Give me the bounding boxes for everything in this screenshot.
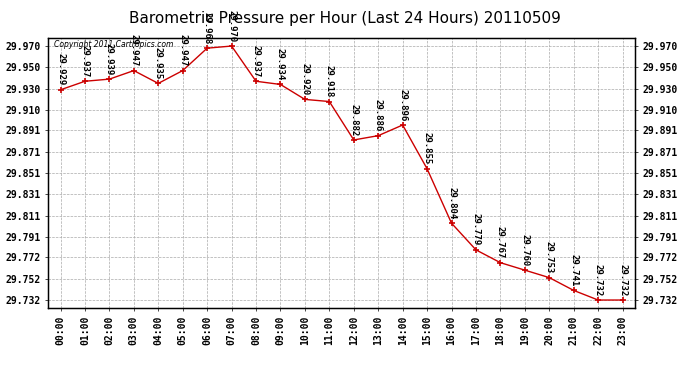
- Text: 29.920: 29.920: [300, 63, 309, 95]
- Text: Copyright 2011 Cartropics.com: Copyright 2011 Cartropics.com: [55, 40, 174, 49]
- Text: 29.968: 29.968: [203, 12, 212, 44]
- Text: 29.947: 29.947: [178, 34, 187, 66]
- Text: 29.855: 29.855: [422, 132, 431, 165]
- Text: Barometric Pressure per Hour (Last 24 Hours) 20110509: Barometric Pressure per Hour (Last 24 Ho…: [129, 11, 561, 26]
- Text: 29.804: 29.804: [447, 187, 456, 219]
- Text: 29.896: 29.896: [398, 88, 407, 121]
- Text: 29.741: 29.741: [569, 254, 578, 286]
- Text: 29.937: 29.937: [252, 45, 261, 77]
- Text: 29.934: 29.934: [276, 48, 285, 80]
- Text: 29.779: 29.779: [471, 213, 480, 246]
- Text: 29.918: 29.918: [325, 65, 334, 98]
- Text: 29.886: 29.886: [374, 99, 383, 132]
- Text: 29.767: 29.767: [496, 226, 505, 258]
- Text: 29.929: 29.929: [56, 53, 65, 86]
- Text: 29.732: 29.732: [618, 264, 627, 296]
- Text: 29.760: 29.760: [520, 234, 529, 266]
- Text: 29.947: 29.947: [129, 34, 138, 66]
- Text: 29.937: 29.937: [81, 45, 90, 77]
- Text: 29.935: 29.935: [154, 47, 163, 79]
- Text: 29.732: 29.732: [593, 264, 602, 296]
- Text: 29.939: 29.939: [105, 43, 114, 75]
- Text: 29.753: 29.753: [545, 241, 554, 273]
- Text: 29.882: 29.882: [349, 104, 358, 136]
- Text: 29.970: 29.970: [227, 10, 236, 42]
